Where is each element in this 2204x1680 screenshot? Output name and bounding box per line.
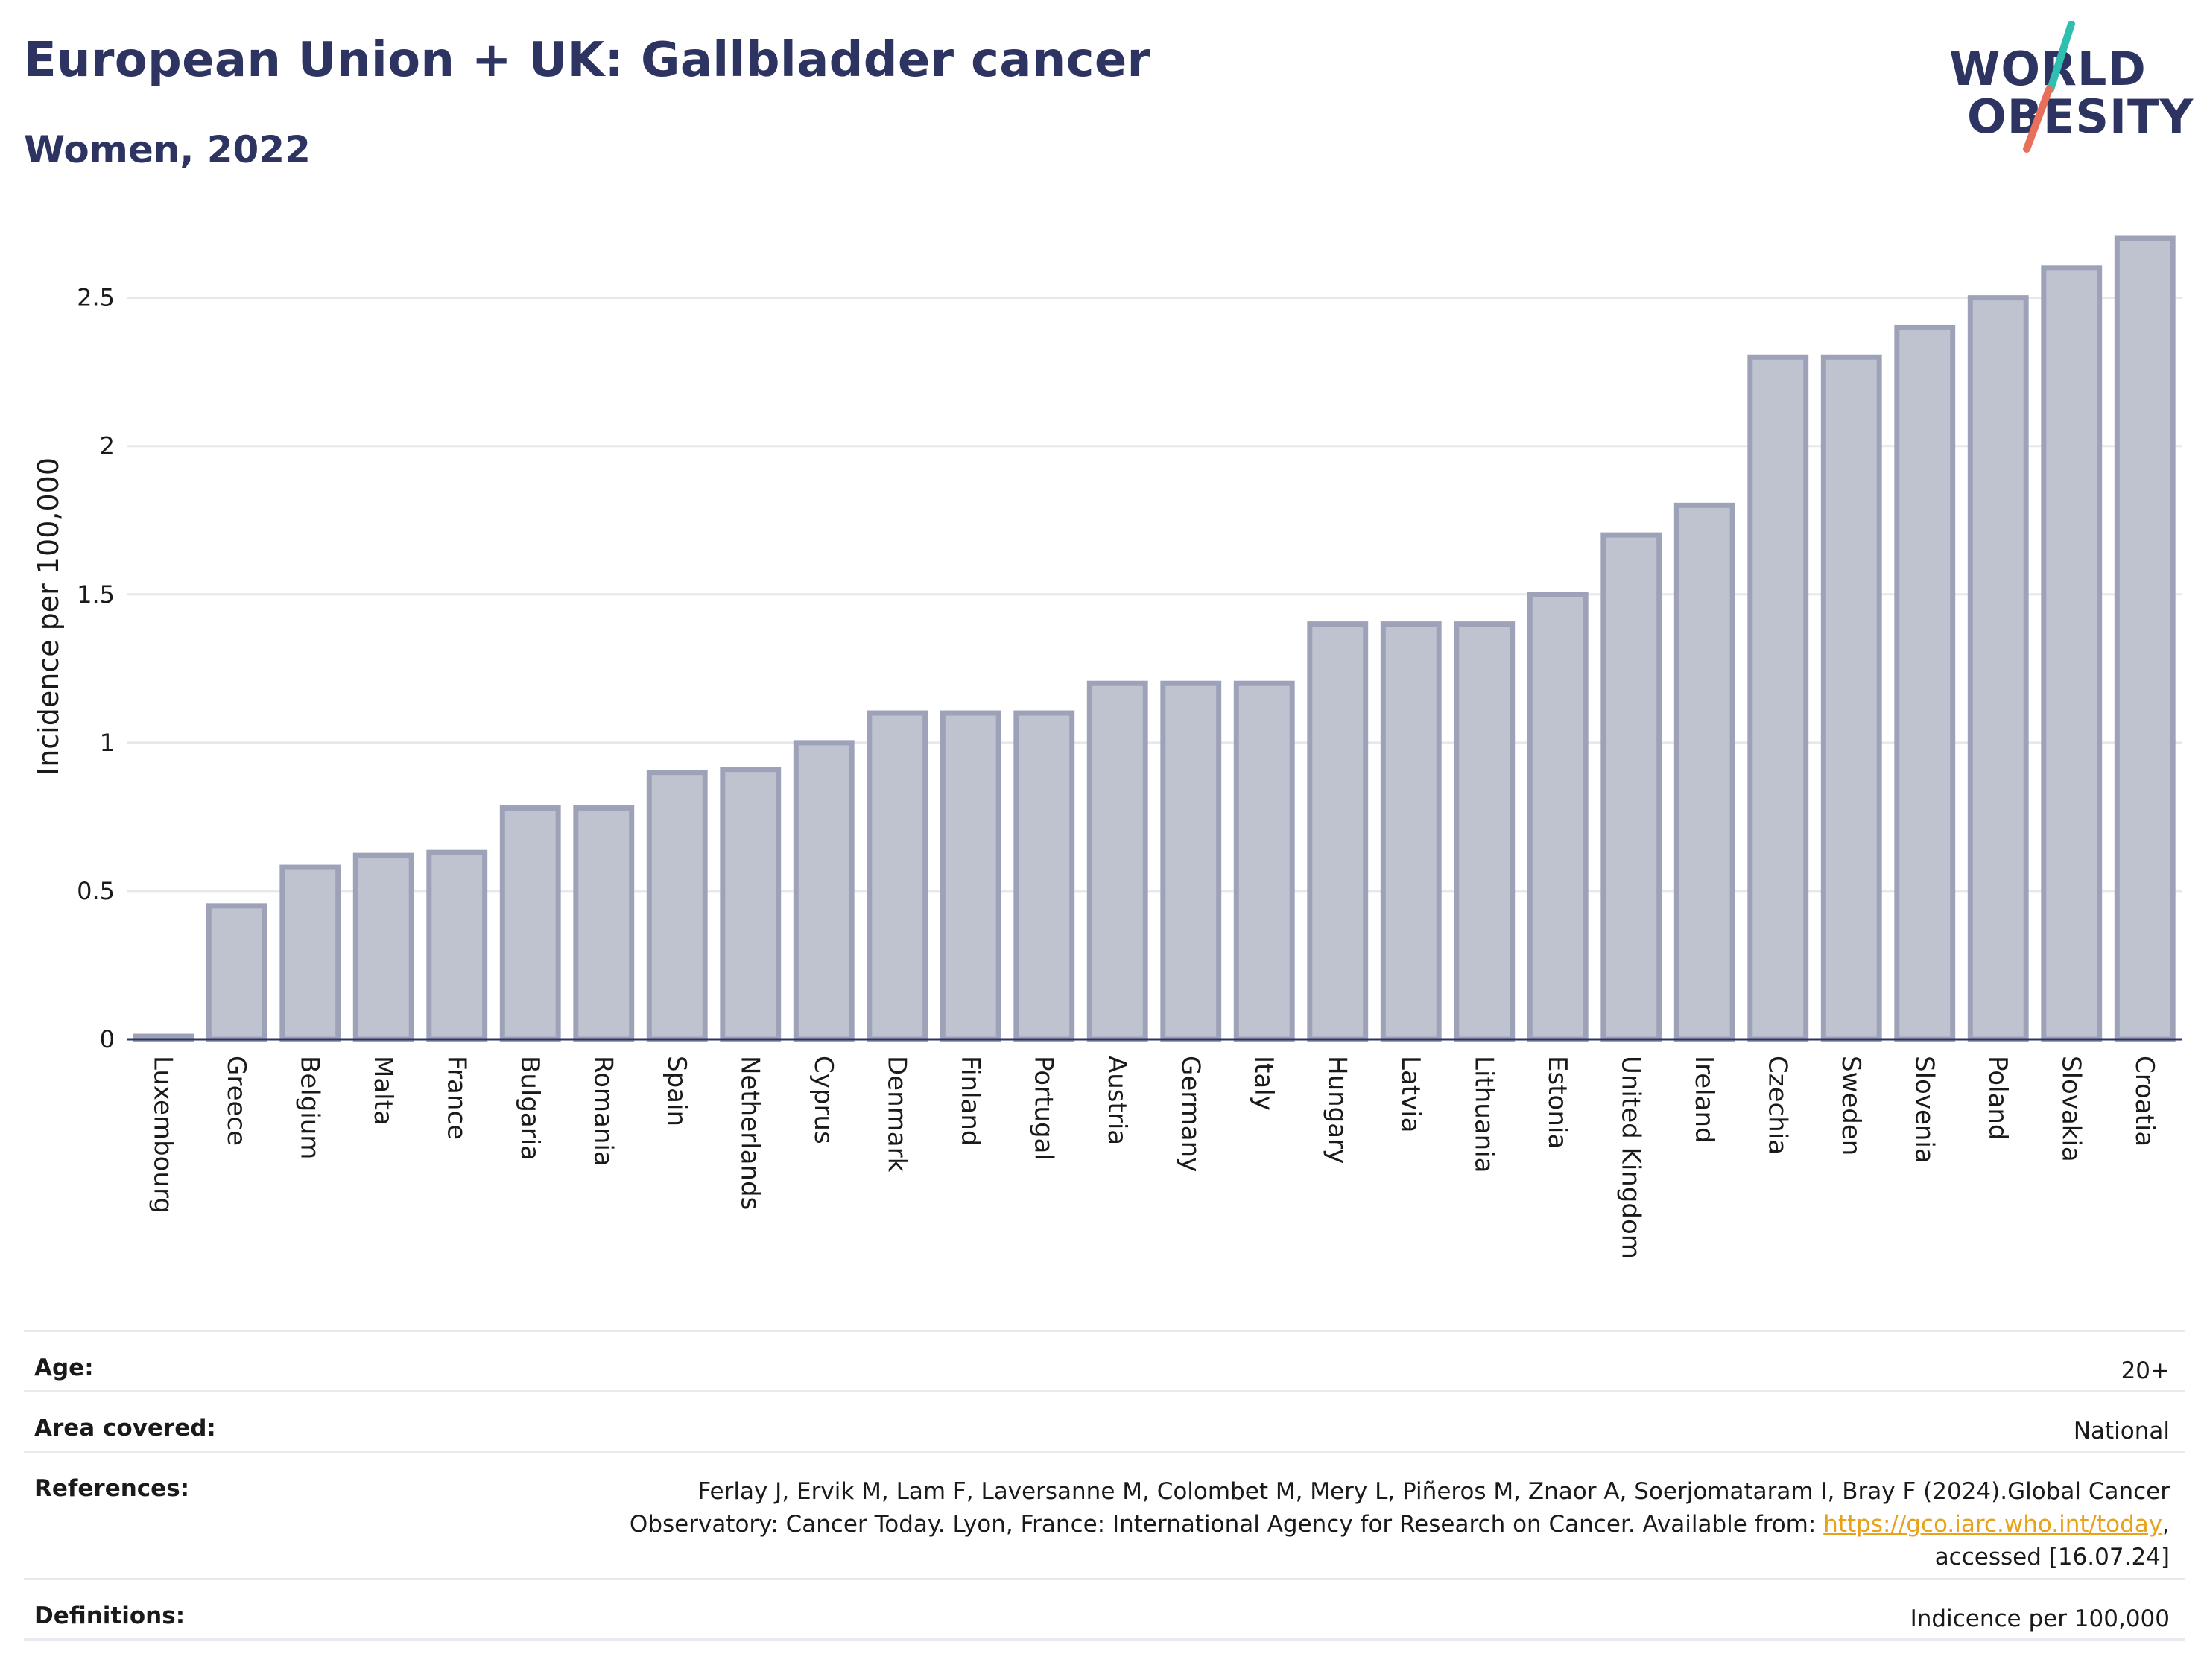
x-tick-label: Lithuania [1469, 1056, 1498, 1173]
x-tick-label: Germany [1175, 1056, 1205, 1172]
x-tick-label: Italy [1249, 1056, 1279, 1111]
x-tick-label: Greece [221, 1056, 251, 1146]
bar [1894, 324, 1956, 1042]
x-tick-label: Croatia [2129, 1056, 2159, 1147]
bar [2041, 265, 2103, 1042]
info-table: Age: 20+ Area covered: National Referenc… [24, 1330, 2185, 1641]
bar [1747, 354, 1809, 1042]
reference-line-3: accessed [16.07.24] [1934, 1544, 2170, 1570]
bar [1967, 295, 2029, 1042]
x-tick-label: Hungary [1322, 1056, 1352, 1164]
chart-title: European Union + UK: Gallbladder cancer [24, 33, 1151, 88]
x-tick-label: Poland [1983, 1056, 2013, 1141]
bar [720, 767, 782, 1042]
bar [426, 849, 488, 1042]
logo-text-obesity: OBESITY [1967, 89, 2194, 144]
x-tick-label: Slovenia [1909, 1056, 1939, 1164]
bar [1160, 680, 1222, 1042]
logo-slash-icon [2023, 21, 2075, 153]
x-tick-label: Bulgaria [515, 1056, 545, 1161]
reference-link[interactable]: https://gco.iarc.who.int/today [1823, 1511, 2163, 1538]
reference-line-1: Ferlay J, Ervik M, Lam F, Laversanne M, … [697, 1478, 2170, 1505]
x-tick-label: Czechia [1762, 1056, 1792, 1155]
x-tick-label: Finland [955, 1056, 985, 1147]
bar [206, 903, 267, 1042]
y-tick-label: 0.5 [77, 877, 115, 905]
bar [1086, 680, 1148, 1042]
bar [1380, 621, 1442, 1042]
reference-line-2: Observatory: Cancer Today. Lyon, France:… [629, 1511, 2170, 1538]
bar [1454, 621, 1516, 1042]
y-axis-title: Incidence per 100,000 [32, 457, 65, 776]
x-tick-label: Portugal [1028, 1056, 1058, 1161]
x-tick-label: Latvia [1396, 1056, 1425, 1133]
x-tick-label: Romania [588, 1056, 618, 1167]
info-row-age: Age: 20+ [24, 1330, 2185, 1390]
x-tick-label: Ireland [1689, 1056, 1719, 1144]
world-obesity-logo: WORLD OBESITY [1937, 21, 2194, 155]
bar [352, 852, 414, 1042]
bar [646, 770, 708, 1042]
bar [793, 740, 855, 1042]
x-tick-label: Belgium [294, 1056, 324, 1159]
bar-chart: 0 0.5 1 1.5 2 2.5 Incidence per 100,000 Luxembo… [32, 235, 2182, 1259]
info-label: Age: [34, 1354, 94, 1381]
info-row-definitions: Definitions: Indicence per 100,000 [24, 1578, 2185, 1641]
y-tick-label: 1.5 [77, 580, 115, 609]
bar [867, 710, 928, 1042]
x-tick-label: Spain [662, 1056, 691, 1126]
info-value: National [2073, 1418, 2170, 1445]
info-label: Definitions: [34, 1603, 186, 1629]
bar [1527, 592, 1589, 1042]
bar [573, 805, 635, 1042]
x-tick-label: Netherlands [735, 1056, 764, 1210]
bar [1820, 354, 1882, 1042]
bar [1233, 680, 1295, 1042]
y-tick-label: 1 [100, 729, 115, 757]
bar [279, 864, 341, 1042]
x-tick-label: Malta [368, 1056, 398, 1126]
info-label: References: [34, 1475, 190, 1502]
bar [1673, 502, 1735, 1042]
x-tick-label: Denmark [881, 1056, 911, 1173]
x-tick-label: Luxembourg [148, 1056, 177, 1214]
info-label: Area covered: [34, 1415, 216, 1442]
x-tick-label: France [441, 1056, 471, 1140]
y-tick-label: 0 [100, 1025, 115, 1053]
x-tick-label: Sweden [1836, 1056, 1866, 1156]
y-tick-label: 2.5 [77, 284, 115, 312]
x-tick-label: Cyprus [808, 1056, 838, 1144]
x-tick-label: Austria [1102, 1056, 1132, 1145]
bar [499, 805, 561, 1042]
bar [940, 710, 1001, 1042]
x-tick-label: United Kingdom [1615, 1056, 1645, 1259]
bar [2114, 235, 2176, 1042]
chart-subtitle: Women, 2022 [24, 128, 311, 171]
bar [1307, 621, 1369, 1042]
info-row-references: References: Ferlay J, Ervik M, Lam F, La… [24, 1451, 2185, 1578]
info-value: Ferlay J, Ervik M, Lam F, Laversanne M, … [630, 1475, 2170, 1573]
bar [1600, 532, 1662, 1042]
info-value: 20+ [2121, 1357, 2170, 1384]
bar [1013, 710, 1075, 1042]
info-value: Indicence per 100,000 [1910, 1605, 2170, 1632]
y-tick-label: 2 [100, 432, 115, 460]
x-tick-label: Estonia [1542, 1056, 1572, 1149]
x-tick-label: Slovakia [2056, 1056, 2086, 1162]
info-row-area: Area covered: National [24, 1390, 2185, 1451]
